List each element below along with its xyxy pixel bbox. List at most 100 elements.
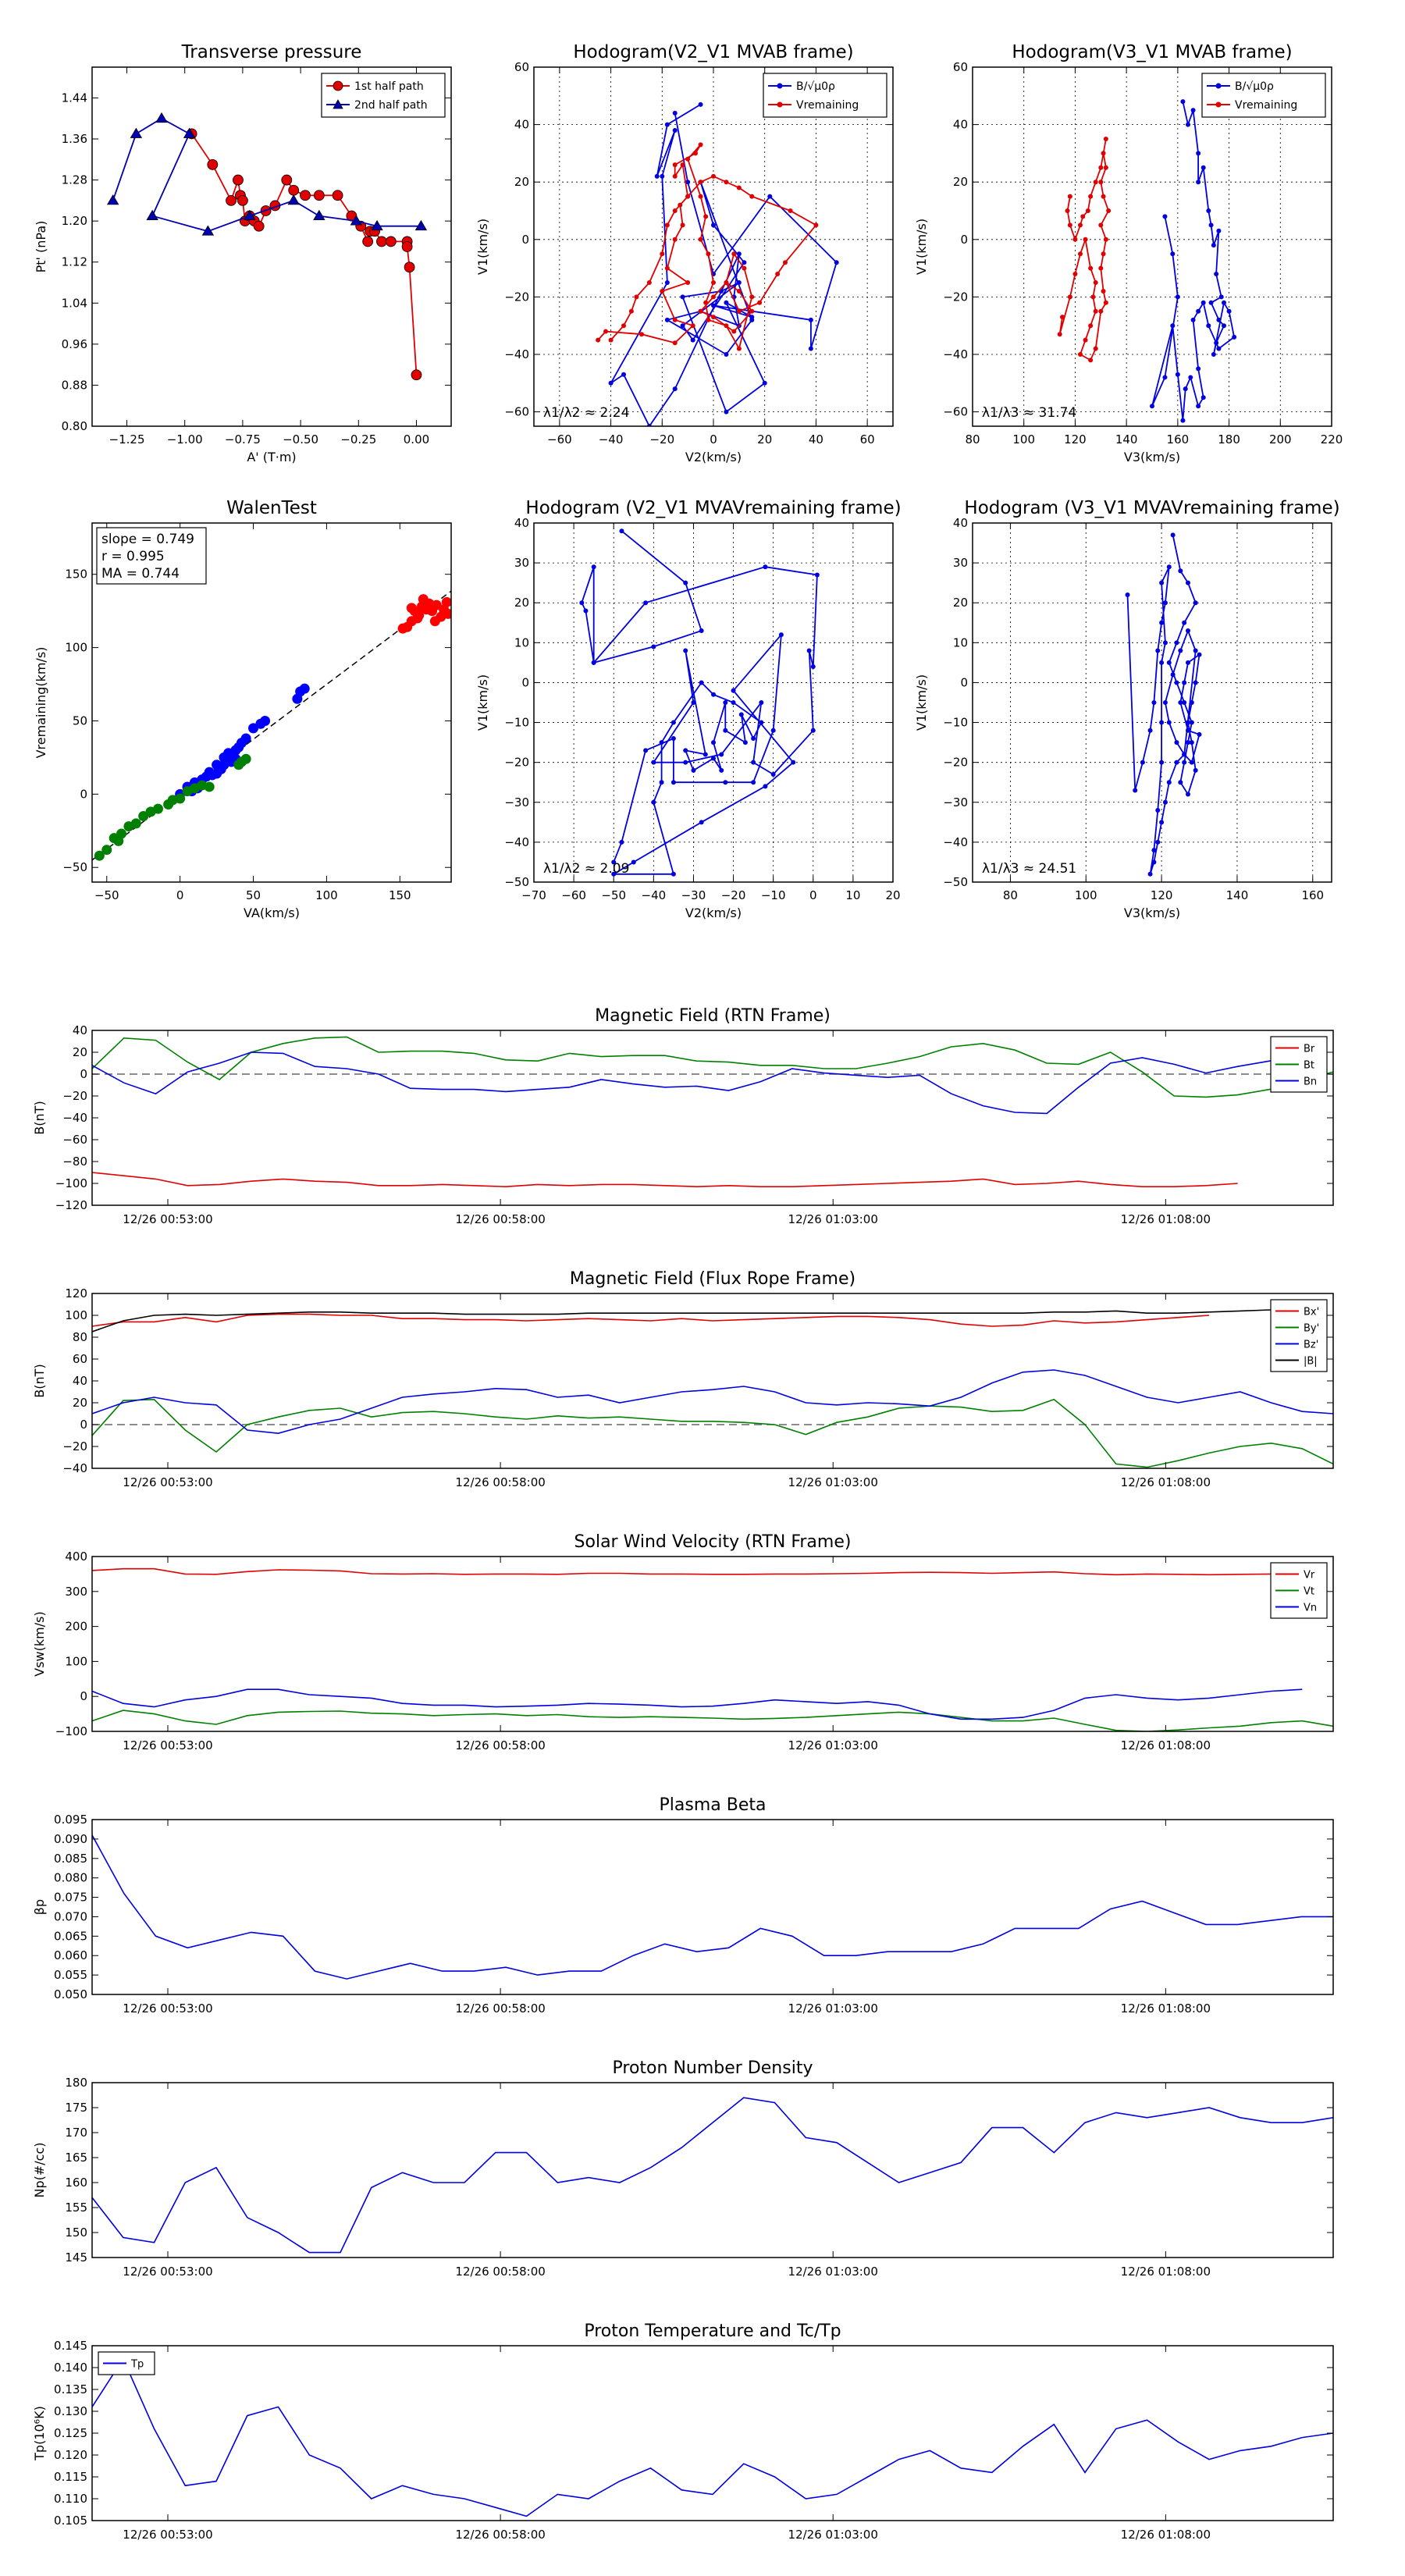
data-point [591,660,596,665]
data-point [1174,680,1179,685]
data-point [731,251,737,257]
data-point [664,222,670,228]
data-point [376,236,387,247]
y-tick-label: 0 [80,787,87,801]
y-tick-label: 20 [953,175,968,189]
data-point [672,162,678,168]
data-point [654,173,660,179]
stats-line: slope = 0.749 [101,532,194,547]
data-point [749,315,755,320]
data-point [719,752,724,757]
data-point [664,317,670,322]
legend-label: By' [1304,1323,1319,1335]
data-point [406,603,417,614]
data-point [414,219,428,231]
series-line-Vt [92,1710,1333,1731]
x-tick-label: 12/26 01:03:00 [788,1475,878,1489]
data-point [1186,720,1190,725]
series-green [94,753,251,861]
x-tick-label: 12/26 01:03:00 [788,2001,878,2016]
series-line-Np [92,2097,1333,2254]
x-tick-label: 12/26 01:08:00 [1121,1738,1211,1752]
series-Vr [92,1567,1303,1576]
data-point [1085,208,1090,213]
data-point [690,323,695,329]
data-point [175,793,186,804]
data-point [1214,271,1219,276]
data-point [698,142,703,148]
data-point [204,781,215,792]
data-point [1186,740,1190,745]
data-point [603,329,608,334]
legend-label: Vremaining [796,99,859,112]
chart-h2: −60 −40 −20 0 20 40 60 80 100 120 140 160 180 200 220 H… [914,42,1343,464]
data-point [1196,404,1201,409]
data-point [1133,788,1138,793]
y-tick-label: 1.04 [62,296,87,310]
y-tick-label: −20 [504,756,529,770]
chart-tpt: 0.105 0.110 0.115 0.120 0.125 0.130 0.135 0.140… [32,2322,1334,2542]
legend: Tp [98,2351,155,2375]
y-tick-label: −20 [62,1439,87,1453]
y-tick-label: 40 [73,1023,87,1037]
y-tick-label: 1.36 [62,132,87,146]
data-point [738,712,744,717]
data-point [767,194,773,199]
data-point [1189,720,1194,725]
y-tick-label: 0.110 [54,2492,87,2506]
data-point [731,329,737,334]
data-point [678,202,683,208]
data-point [672,127,678,133]
x-tick-label: −60 [561,888,586,902]
data-point [683,648,688,653]
data-point [724,180,729,185]
plot-frame [91,1556,1334,1732]
y-tick-label: 150 [65,568,87,582]
legend-label: Vt [1304,1586,1314,1598]
data-point [664,265,670,271]
x-tick-label: 140 [1115,432,1138,447]
x-tick-label: −40 [599,432,624,447]
data-point [1206,208,1211,213]
x-tick-label: −0.75 [225,432,261,447]
data-point [680,294,685,300]
data-point [1189,760,1194,765]
legend-marker [333,99,343,109]
data-point [1151,700,1157,705]
plot-frame [91,522,452,883]
data-point [659,780,664,785]
x-axis-label: V2(km/s) [685,906,742,920]
legend-box [1201,73,1326,118]
y-tick-label: 0 [80,1067,87,1081]
data-point [685,180,691,185]
y-tick-label: 10 [514,635,529,649]
x-tick-label: 12/26 00:53:00 [123,2001,212,2016]
x-tick-label: 12/26 00:53:00 [123,1738,212,1752]
y-tick-label: 30 [953,556,968,570]
data-point [1101,251,1106,257]
data-point [706,317,711,322]
chart-title: Proton Number Density [613,2058,813,2078]
data-point [1093,346,1098,351]
data-point [736,308,742,314]
data-point [651,644,656,649]
data-point [680,162,685,168]
x-tick-label: 10 [845,888,860,902]
data-point [731,688,736,693]
y-axis-label: Np(#/cc) [32,2143,47,2198]
chart-h4: −50 −40 −30 −20 −10 0 10 20 30 40 80 100 120 140 160 Ho… [914,498,1340,920]
x-tick-label: 12/26 01:08:00 [1121,2265,1211,2279]
x-tick-label: −30 [681,888,706,902]
legend-label: Bz' [1304,1340,1318,1351]
data-point [703,300,709,305]
data-point [723,780,728,785]
data-point [244,209,256,220]
x-tick-label: 20 [757,432,772,447]
data-point [1159,580,1165,585]
data-point [1166,720,1172,725]
data-point [723,700,728,705]
x-tick-label: 160 [1167,432,1190,447]
x-tick-label: 12/26 00:53:00 [123,2528,212,2542]
data-point [742,740,748,745]
data-point [1098,222,1104,228]
